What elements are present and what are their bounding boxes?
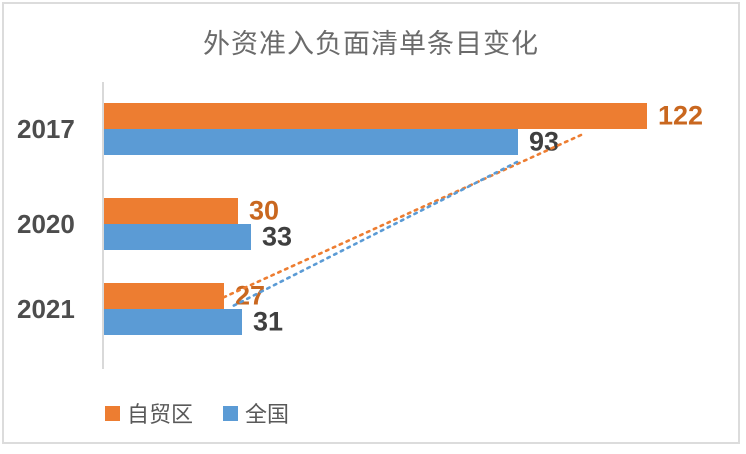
plot-area: 122 93 30 33 27 31 [102, 82, 704, 369]
bar-ftz-2021 [104, 283, 224, 309]
legend: 自贸区 全国 [105, 397, 289, 429]
data-label-nation-2017: 93 [529, 126, 560, 157]
legend-item-ftz: 自贸区 [105, 397, 193, 429]
year-label-2020: 2020 [17, 209, 75, 239]
legend-label-nation: 全国 [245, 402, 290, 427]
chart-title: 外资准入负面清单条目变化 [203, 29, 539, 59]
bar-nation-2020 [104, 224, 251, 250]
data-label-ftz-2017: 122 [658, 100, 704, 131]
chart-frame: 外资准入负面清单条目变化 122 93 30 33 27 31 2017 2020 2021 … [2, 2, 740, 444]
bar-nation-2017 [104, 129, 518, 155]
data-label-nation-2021: 31 [253, 306, 284, 337]
legend-item-nation: 全国 [223, 397, 289, 429]
bar-ftz-2017 [104, 103, 647, 129]
year-label-2017: 2017 [17, 114, 75, 144]
bar-ftz-2020 [104, 198, 238, 224]
year-label-2021: 2021 [17, 294, 75, 324]
bar-nation-2021 [104, 309, 242, 335]
legend-swatch-ftz-icon [105, 405, 120, 421]
data-label-nation-2020: 33 [262, 221, 293, 252]
legend-label-ftz: 自贸区 [127, 402, 194, 427]
legend-swatch-nation-icon [223, 405, 239, 421]
